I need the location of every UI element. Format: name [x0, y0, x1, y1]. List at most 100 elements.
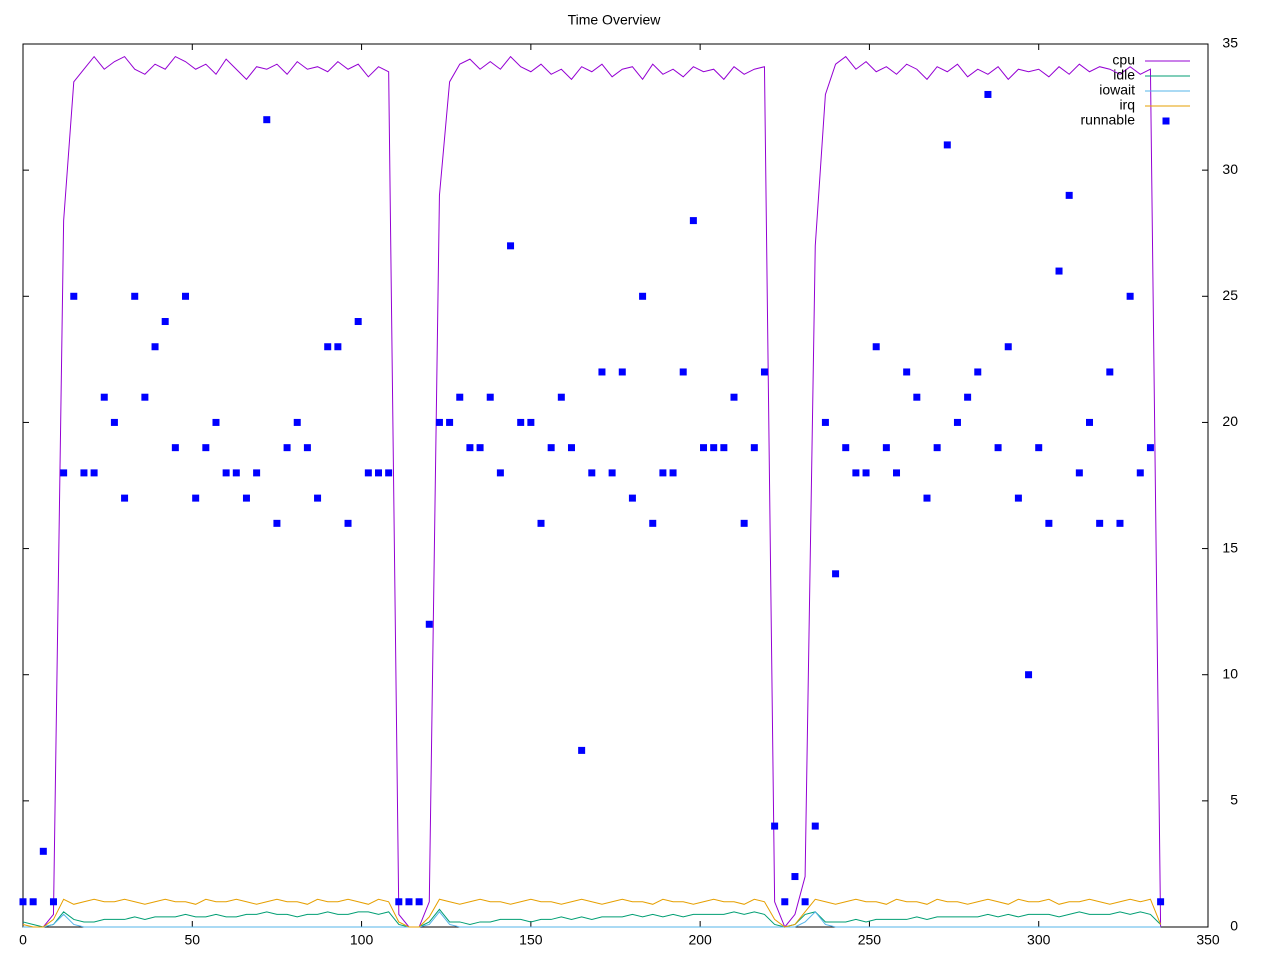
runnable-point: [750, 444, 758, 452]
runnable-point: [324, 343, 332, 351]
legend-label: iowait: [1099, 82, 1135, 98]
runnable-point: [567, 444, 575, 452]
runnable-point: [669, 469, 677, 477]
runnable-point: [385, 469, 393, 477]
x-tick-label: 150: [519, 932, 543, 948]
runnable-point: [507, 242, 515, 250]
runnable-point: [537, 519, 545, 527]
runnable-point: [39, 847, 47, 855]
runnable-point: [598, 368, 606, 376]
runnable-point: [811, 822, 819, 830]
runnable-point: [882, 444, 890, 452]
y-tick-label: 15: [1222, 539, 1238, 555]
x-tick-label: 300: [1027, 932, 1051, 948]
runnable-point: [689, 217, 697, 225]
runnable-point: [395, 898, 403, 906]
runnable-point: [496, 469, 504, 477]
runnable-point: [405, 898, 413, 906]
runnable-point: [1106, 368, 1114, 376]
series-line: [23, 55, 1162, 928]
x-tick-label: 350: [1196, 932, 1220, 948]
runnable-point: [659, 469, 667, 477]
runnable-point: [456, 393, 464, 401]
runnable-point: [893, 469, 901, 477]
runnable-point: [334, 343, 342, 351]
runnable-point: [1157, 898, 1165, 906]
runnable-point: [29, 898, 37, 906]
runnable-point: [517, 418, 525, 426]
runnable-point: [314, 494, 322, 502]
legend-label: runnable: [1081, 112, 1136, 128]
runnable-point: [527, 418, 535, 426]
y-tick-label: 0: [1230, 918, 1238, 934]
runnable-point: [425, 620, 433, 628]
runnable-point: [364, 469, 372, 477]
runnable-point: [242, 494, 250, 502]
runnable-point: [121, 494, 129, 502]
runnable-point: [557, 393, 565, 401]
runnable-point: [110, 418, 118, 426]
runnable-point: [964, 393, 972, 401]
series-line: [22, 898, 1162, 928]
runnable-point: [273, 519, 281, 527]
runnable-point: [283, 444, 291, 452]
runnable-point: [60, 469, 68, 477]
legend-marker: [1162, 117, 1170, 125]
runnable-point: [1004, 343, 1012, 351]
runnable-point: [730, 393, 738, 401]
runnable-point: [842, 444, 850, 452]
runnable-point: [852, 469, 860, 477]
runnable-point: [476, 444, 484, 452]
runnable-point: [578, 746, 586, 754]
runnable-point: [710, 444, 718, 452]
runnable-point: [232, 469, 240, 477]
runnable-point: [903, 368, 911, 376]
runnable-point: [1116, 519, 1124, 527]
runnable-point: [639, 292, 647, 300]
legend-label: idle: [1113, 67, 1135, 83]
runnable-point: [720, 444, 728, 452]
runnable-point: [1136, 469, 1144, 477]
runnable-point: [1065, 191, 1073, 199]
runnable-point: [49, 898, 57, 906]
runnable-point: [649, 519, 657, 527]
runnable-point: [821, 418, 829, 426]
runnable-point: [192, 494, 200, 502]
y-tick-label: 20: [1222, 413, 1238, 429]
runnable-point: [415, 898, 423, 906]
y-tick-label: 35: [1222, 35, 1238, 51]
runnable-point: [953, 418, 961, 426]
runnable-point: [253, 469, 261, 477]
runnable-point: [608, 469, 616, 477]
runnable-point: [618, 368, 626, 376]
runnable-point: [212, 418, 220, 426]
x-tick-label: 250: [858, 932, 882, 948]
runnable-point: [1075, 469, 1083, 477]
runnable-point: [446, 418, 454, 426]
runnable-point: [354, 318, 362, 326]
runnable-point: [1055, 267, 1063, 275]
y-tick-label: 30: [1222, 161, 1238, 177]
runnable-point: [933, 444, 941, 452]
runnable-point: [70, 292, 78, 300]
legend-label: cpu: [1112, 52, 1135, 68]
runnable-point: [100, 393, 108, 401]
runnable-point: [1045, 519, 1053, 527]
runnable-point: [781, 898, 789, 906]
runnable-point: [435, 418, 443, 426]
runnable-point: [1025, 671, 1033, 679]
runnable-point: [182, 292, 190, 300]
runnable-point: [628, 494, 636, 502]
series-line: [23, 911, 1161, 928]
runnable-point: [1146, 444, 1154, 452]
runnable-point: [222, 469, 230, 477]
runnable-point: [760, 368, 768, 376]
legend-label: irq: [1119, 97, 1135, 113]
runnable-point: [263, 116, 271, 124]
runnable-point: [19, 898, 27, 906]
runnable-point: [466, 444, 474, 452]
runnable-point: [679, 368, 687, 376]
